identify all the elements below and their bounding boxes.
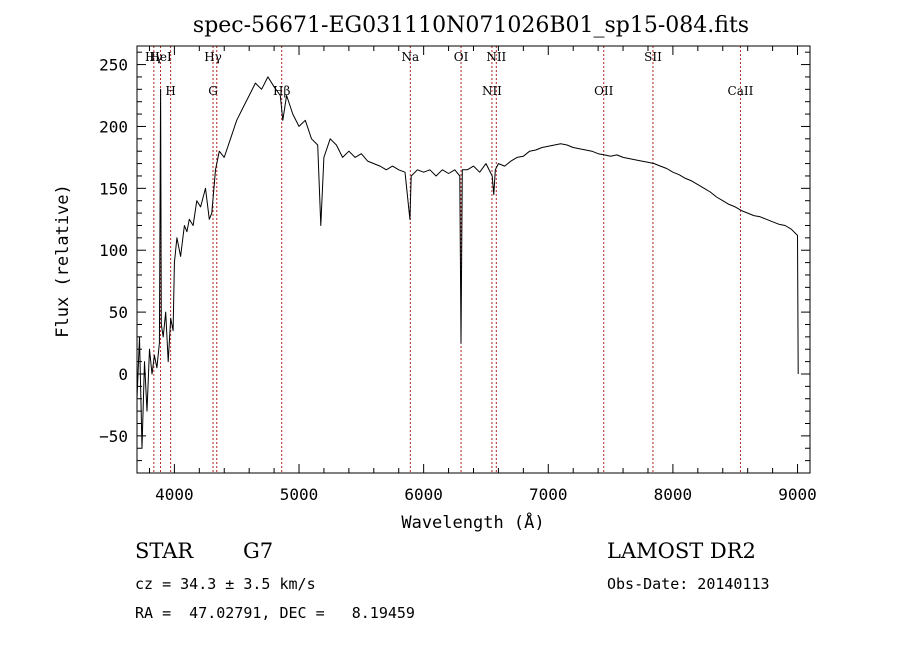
line-label-bottom: H [165,84,175,98]
line-label-bottom: CaII [728,84,754,98]
x-tick-label: 5000 [280,485,319,504]
y-tick-label: 250 [99,56,128,75]
x-tick-label: 8000 [654,485,693,504]
x-tick-label: 4000 [155,485,194,504]
x-tick-label: 6000 [404,485,443,504]
ra-dec-coordinates: RA = 47.02791, DEC = 8.19459 [135,604,415,622]
line-label-bottom: Hβ [273,84,290,98]
y-tick-label: 150 [99,179,128,198]
line-label-top: Hγ [204,50,222,64]
redshift-cz: cz = 34.3 ± 3.5 km/s [135,575,316,593]
line-label-top: OI [454,50,469,64]
y-tick-label: 50 [109,303,128,322]
x-axis-label: Wavelength (Å) [401,511,544,533]
spectrum-series [136,76,799,449]
x-tick-label: 7000 [529,485,568,504]
x-tick-label: 9000 [778,485,817,504]
survey-name: LAMOST DR2 [607,539,756,563]
y-tick-label: 100 [99,241,128,260]
object-class: STAR [135,539,194,563]
object-subclass: G7 [243,539,274,563]
spectral-line-markers [153,46,741,473]
y-tick-label: 0 [118,365,128,384]
chart-title: spec-56671-EG031110N071026B01_sp15-084.f… [193,13,749,38]
x-axis: 4000 5000 6000 7000 8000 9000 [148,46,817,504]
y-tick-label: −50 [99,427,128,446]
line-label-bottom: NII [482,84,502,98]
y-axis: −50 0 50 100 150 200 250 [99,51,810,462]
observation-date: Obs-Date: 20140113 [607,575,770,593]
line-label-top: SII [644,50,662,64]
line-label-bottom: G [208,84,218,98]
line-label-top: HeI [149,50,172,64]
spectrum-line [136,76,799,449]
y-tick-label: 200 [99,117,128,136]
line-label-top: NII [486,50,506,64]
plot-frame [136,45,811,474]
line-label-bottom: OII [594,84,614,98]
line-label-top: Na [401,50,419,64]
y-axis-label: Flux (relative) [53,184,73,338]
line-label-top: Hγ [145,50,163,64]
